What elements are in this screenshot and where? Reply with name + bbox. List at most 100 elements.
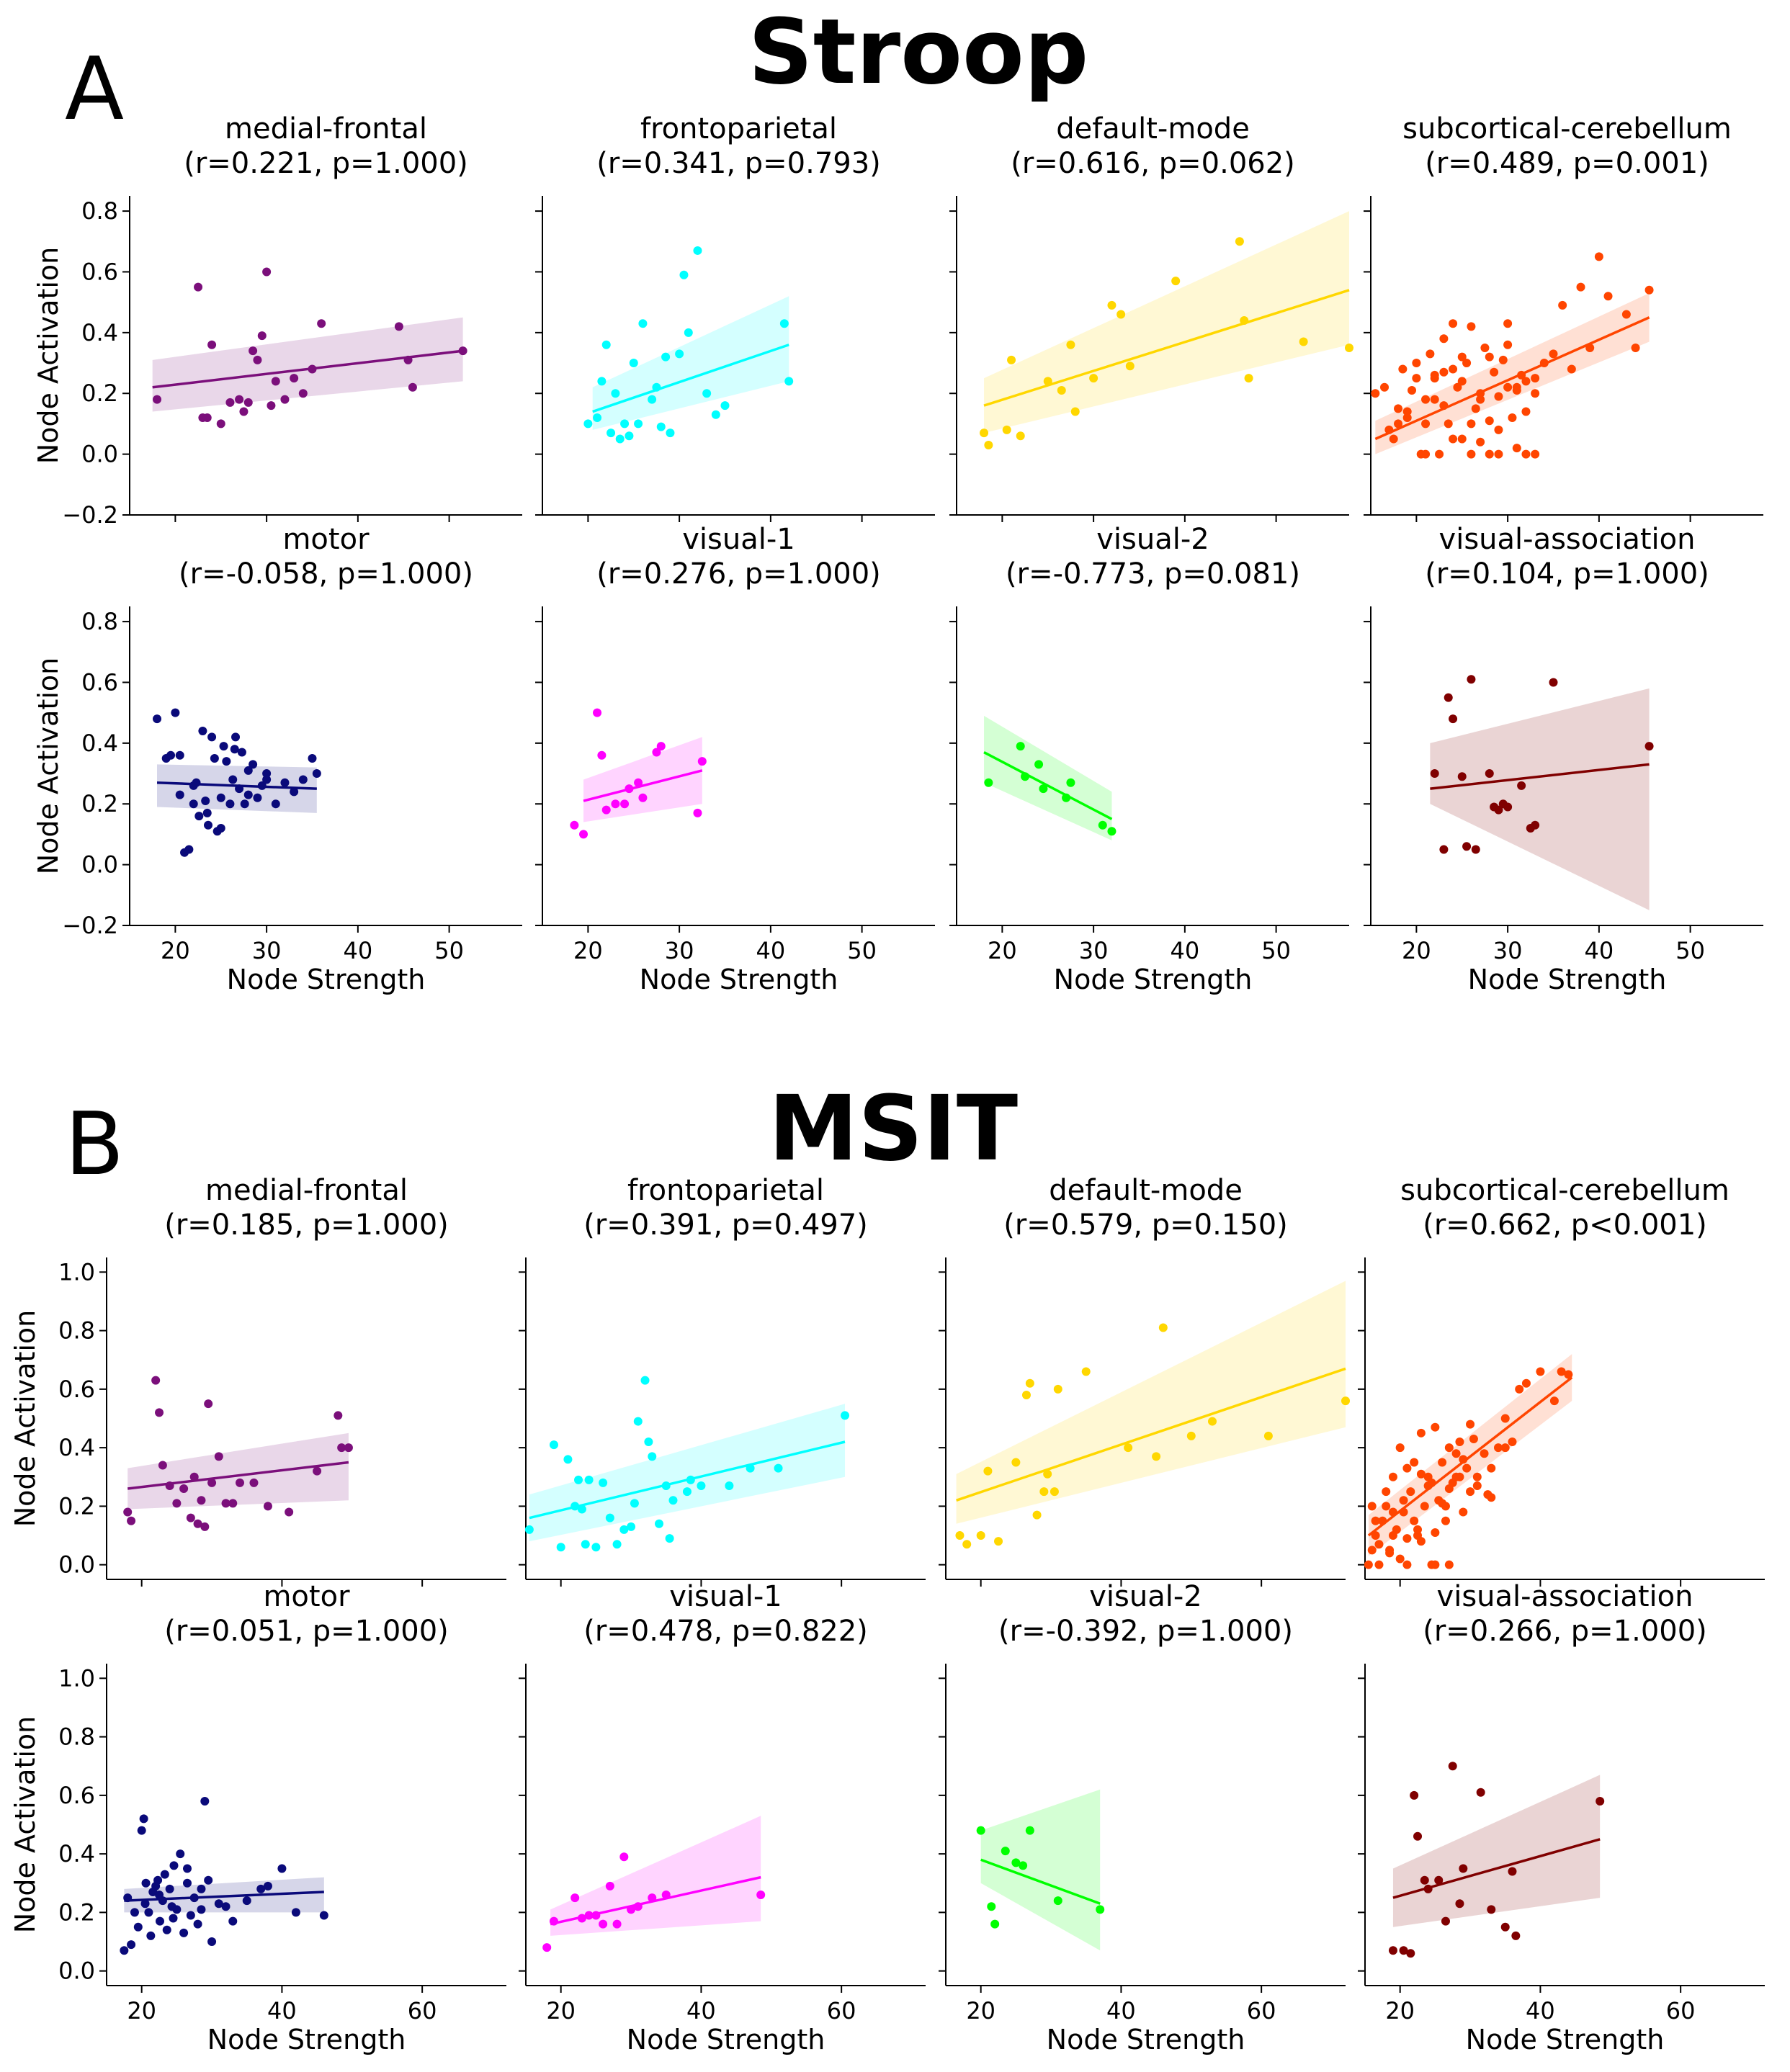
data-point	[243, 766, 253, 775]
data-point	[644, 1438, 653, 1447]
data-point	[280, 778, 290, 787]
data-point	[976, 1531, 985, 1540]
data-point	[1508, 1867, 1517, 1876]
data-point	[1441, 1502, 1450, 1511]
data-point	[593, 708, 602, 717]
data-point	[542, 1943, 552, 1952]
data-point	[1500, 1414, 1510, 1423]
panel-title-stats: (r=0.391, p=0.497)	[583, 1208, 868, 1242]
data-point	[1007, 355, 1016, 364]
data-point	[189, 1472, 199, 1481]
data-point	[1466, 1420, 1475, 1429]
data-point	[262, 775, 272, 784]
data-point	[591, 1543, 601, 1552]
panel-stroop-visual-2: visual-2(r=-0.773, p=0.081) 20 30 40 50 Node …	[949, 523, 1349, 995]
data-point	[615, 434, 625, 444]
data-point	[182, 1864, 192, 1873]
data-point	[219, 742, 228, 751]
data-point	[1002, 425, 1011, 434]
data-point	[1421, 449, 1431, 459]
x-tick-label: 20	[1385, 1997, 1415, 2024]
data-point	[153, 1875, 163, 1885]
y-tick-label: 0.6	[58, 1782, 95, 1809]
y-tick-label: 0.0	[58, 1957, 95, 1985]
data-point	[1421, 419, 1431, 429]
data-point	[612, 1919, 622, 1929]
data-point	[1503, 802, 1513, 812]
confidence-band	[1392, 1775, 1601, 1927]
data-point	[1485, 352, 1494, 362]
data-point	[1388, 1946, 1397, 1955]
data-point	[1025, 1378, 1034, 1388]
data-point	[408, 382, 417, 392]
data-point	[1019, 1861, 1028, 1870]
data-point	[1644, 285, 1654, 295]
data-point	[204, 820, 212, 830]
data-point	[1480, 343, 1490, 352]
panel-title-stats: (r=0.341, p=0.793)	[596, 147, 881, 180]
data-point	[1517, 781, 1526, 790]
data-point	[182, 1878, 192, 1888]
data-point	[1453, 382, 1462, 392]
regression-line	[1374, 316, 1650, 441]
data-point	[1408, 386, 1417, 395]
y-tick-label: 0.2	[58, 1492, 95, 1520]
panel-title-network: visual-1	[682, 523, 795, 556]
y-tick-label: 1.0	[58, 1664, 95, 1692]
data-point	[1420, 1875, 1429, 1885]
panel-msit-visual-association: visual-association(r=0.266, p=1.000) 20 40…	[1358, 1580, 1765, 2055]
data-point	[298, 389, 308, 398]
data-point	[1107, 300, 1116, 310]
data-point	[693, 246, 702, 255]
data-point	[1469, 1434, 1478, 1443]
data-point	[584, 1475, 594, 1484]
x-tick-label: 50	[434, 937, 464, 964]
data-point	[601, 340, 611, 349]
x-tick-label: 50	[1261, 937, 1291, 964]
data-point	[334, 1411, 343, 1420]
data-point	[1448, 1762, 1457, 1771]
x-axis-label: Node Strength	[627, 2024, 825, 2055]
data-point	[1449, 714, 1458, 724]
x-tick-label: 20	[546, 1997, 576, 2024]
data-point	[1399, 1946, 1408, 1955]
data-point	[625, 431, 634, 441]
data-point	[1081, 1367, 1091, 1376]
data-point	[1515, 1384, 1524, 1394]
panel-title-stats: (r=0.266, p=1.000)	[1423, 1615, 1707, 1648]
x-tick-label: 40	[1526, 1997, 1555, 2024]
data-point	[1521, 1378, 1531, 1388]
x-tick-label: 60	[1666, 1997, 1696, 2024]
data-point	[1471, 845, 1480, 854]
data-point	[570, 1893, 580, 1903]
panel-title-network: frontoparietal	[627, 1174, 824, 1207]
x-tick-label: 50	[847, 937, 877, 964]
data-point	[216, 823, 225, 833]
x-axis-label: Node Strength	[1047, 2024, 1245, 2055]
data-point	[262, 769, 272, 779]
panel-letter-a: A	[65, 40, 124, 140]
data-point	[1487, 1905, 1496, 1914]
panel-title-stats: (r=0.104, p=1.000)	[1425, 557, 1709, 591]
data-point	[240, 799, 249, 809]
data-point	[201, 797, 210, 806]
data-point	[172, 1499, 182, 1508]
data-point	[697, 1481, 706, 1490]
panel-title-network: visual-association	[1439, 523, 1696, 556]
data-point	[1439, 367, 1449, 377]
data-point	[172, 1905, 182, 1914]
data-point	[1426, 349, 1435, 359]
data-point	[611, 799, 620, 809]
data-point	[1439, 845, 1449, 854]
x-tick-label: 30	[252, 937, 282, 964]
data-point	[262, 267, 272, 277]
x-axis-label: Node Strength	[1054, 964, 1253, 995]
x-axis-label: Node Strength	[1468, 964, 1667, 995]
data-point	[1125, 362, 1135, 371]
scatter-panels: medial-frontal(r=0.221, p=1.000)0.80.60.…	[9, 112, 1765, 2055]
data-point	[1398, 364, 1408, 374]
x-tick-label: 30	[1079, 937, 1109, 964]
data-point	[1431, 1422, 1440, 1432]
data-point	[291, 1908, 300, 1917]
data-point	[984, 778, 993, 787]
